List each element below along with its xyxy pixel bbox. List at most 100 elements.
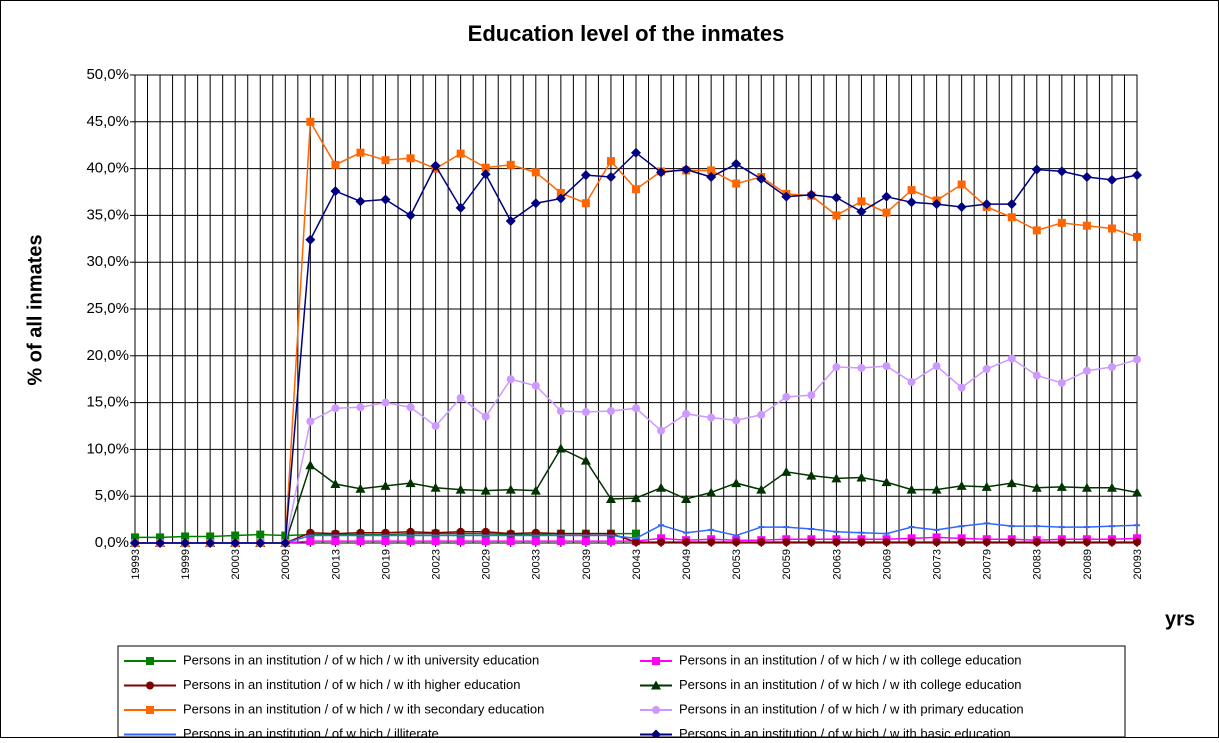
x-tick-label: 20023	[431, 549, 443, 580]
data-point	[781, 191, 792, 202]
y-tick-label: 0,0%	[95, 534, 129, 551]
data-point	[155, 538, 166, 548]
data-point	[531, 537, 540, 546]
legend-label: Persons in an institution / of w hich / …	[183, 652, 539, 667]
data-point	[807, 391, 816, 400]
x-tick-label: 20093	[1132, 549, 1144, 580]
data-point	[932, 362, 941, 371]
data-point	[881, 477, 892, 487]
data-point	[306, 117, 315, 126]
data-point	[331, 160, 340, 169]
x-tick-label: 20019	[380, 549, 392, 580]
legend-marker	[651, 680, 661, 690]
legend-box	[117, 645, 1126, 738]
data-point	[481, 163, 490, 172]
data-point	[481, 537, 490, 546]
data-point	[556, 188, 565, 197]
data-point	[1132, 487, 1142, 497]
data-point	[355, 196, 366, 207]
data-point	[406, 154, 415, 163]
data-point	[933, 528, 940, 531]
data-point	[733, 534, 740, 537]
x-tick-label: 19999	[180, 549, 192, 580]
data-point	[781, 466, 792, 476]
data-point	[931, 484, 942, 494]
data-point	[1033, 525, 1040, 528]
data-point	[505, 216, 516, 227]
legend-marker	[146, 657, 154, 665]
data-point	[1006, 478, 1017, 488]
data-point	[907, 538, 916, 547]
data-point	[706, 487, 717, 497]
data-point	[332, 534, 339, 537]
y-tick-label: 45,0%	[86, 113, 129, 130]
data-point	[581, 407, 590, 416]
data-point	[1107, 224, 1116, 233]
data-point	[1082, 221, 1091, 230]
data-point	[731, 478, 742, 488]
data-point	[356, 148, 365, 157]
data-point	[231, 531, 240, 540]
legend-label: Persons in an institution / of w hich / …	[183, 726, 439, 738]
series	[130, 147, 1142, 548]
legend-marker	[147, 733, 153, 736]
data-point	[330, 479, 341, 489]
data-point	[530, 198, 541, 209]
legend-label: Persons in an institution / of w hich / …	[183, 701, 544, 716]
data-point	[481, 412, 490, 421]
data-point	[480, 485, 491, 495]
data-point	[432, 534, 439, 537]
data-point	[906, 197, 917, 208]
data-point	[757, 410, 766, 419]
data-point	[807, 538, 816, 547]
data-point	[1132, 170, 1142, 181]
legend-label: Persons in an institution / of w hich / …	[679, 701, 1024, 716]
data-point	[380, 480, 391, 490]
x-tick-label: 20079	[982, 549, 994, 580]
data-point	[1133, 538, 1141, 547]
data-point	[707, 413, 716, 422]
y-tick-label: 30,0%	[86, 253, 129, 270]
legend-marker	[652, 657, 660, 665]
data-point	[455, 484, 466, 494]
data-point	[305, 460, 316, 470]
data-point	[481, 527, 490, 536]
data-point	[981, 199, 992, 210]
data-point	[181, 532, 190, 541]
data-point	[983, 522, 990, 525]
data-point	[881, 191, 892, 202]
x-axis-label: yrs	[1165, 608, 1195, 630]
data-point	[956, 201, 967, 212]
data-point	[882, 208, 891, 217]
legend-label: Persons in an institution / of w hich / …	[679, 677, 1022, 692]
x-tick-label: 20029	[481, 549, 493, 580]
data-point	[1057, 218, 1066, 227]
data-point	[380, 194, 391, 205]
data-point	[882, 538, 891, 547]
data-point	[307, 534, 314, 537]
data-point	[632, 185, 640, 194]
y-tick-label: 25,0%	[86, 300, 129, 317]
data-point	[1007, 213, 1016, 222]
data-point	[631, 147, 641, 158]
data-point	[556, 537, 565, 546]
data-point	[156, 533, 165, 542]
data-point	[532, 534, 539, 537]
data-point	[1056, 481, 1067, 491]
data-point	[681, 494, 692, 504]
data-point	[555, 193, 566, 204]
data-point	[633, 537, 639, 540]
data-point	[856, 206, 867, 217]
legend-marker	[146, 681, 154, 690]
data-point	[405, 478, 416, 488]
data-point	[255, 538, 266, 548]
data-point	[908, 526, 915, 529]
data-point	[783, 526, 790, 529]
grid	[134, 74, 1138, 544]
data-point	[506, 375, 515, 384]
data-point	[832, 211, 841, 220]
x-tick-label: 19993	[130, 549, 142, 580]
data-point	[305, 234, 316, 245]
data-point	[831, 192, 842, 203]
